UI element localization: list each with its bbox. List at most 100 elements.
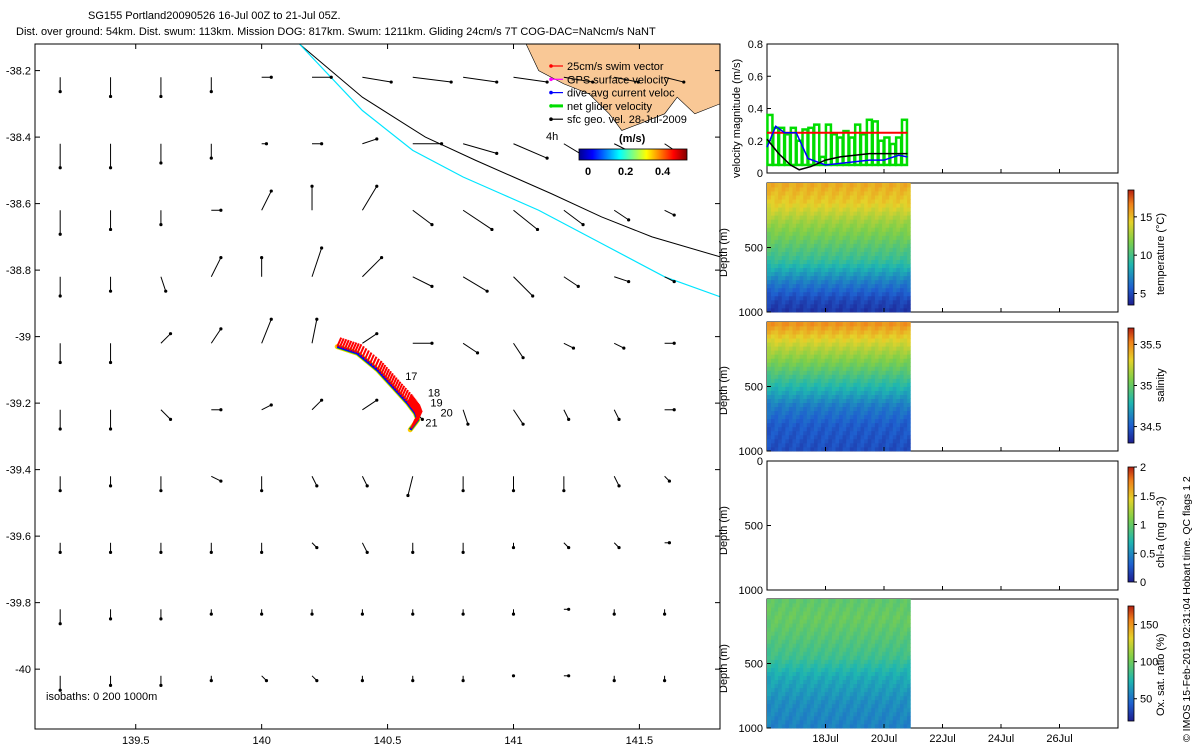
heatmap-cell <box>842 243 847 248</box>
current-vector-head <box>360 678 364 683</box>
heatmap-cell <box>767 199 771 204</box>
heatmap-cell <box>888 406 893 412</box>
heatmap-cell <box>820 418 825 424</box>
heatmap-cell <box>827 295 832 301</box>
swim-vector <box>412 401 419 412</box>
heatmap-cell <box>802 291 807 297</box>
heatmap-cell <box>813 334 818 339</box>
heatmap-cell <box>860 434 865 440</box>
heatmap-cell <box>899 711 904 717</box>
heatmap-cell <box>860 195 865 200</box>
heatmap-cell <box>888 354 893 359</box>
heatmap-cell <box>856 603 861 608</box>
heatmap-cell <box>802 342 807 347</box>
heatmap-cell <box>799 711 804 717</box>
heatmap-cell <box>799 603 804 608</box>
heatmap-cell <box>878 346 883 351</box>
heatmap-cell <box>845 390 850 395</box>
heatmap-cell <box>788 446 793 452</box>
heatmap-cell <box>845 422 850 428</box>
heatmap-cell <box>895 615 900 620</box>
heatmap-cell <box>813 623 818 628</box>
heatmap-cell <box>860 691 865 697</box>
current-vector-head <box>315 545 319 550</box>
heatmap-cell <box>849 434 854 440</box>
heatmap-cell <box>831 635 836 640</box>
heatmap-cell <box>802 422 807 428</box>
heatmap-cell <box>799 699 804 705</box>
heatmap-cell <box>784 346 789 351</box>
heatmap-cell <box>831 651 836 656</box>
heatmap-cell <box>831 366 836 371</box>
heatmap-cell <box>806 422 811 428</box>
heatmap-cell <box>802 402 807 408</box>
heatmap-cell <box>881 695 886 701</box>
heatmap-cell <box>809 199 814 204</box>
heatmap-cell <box>863 358 868 363</box>
heatmap-cell <box>863 307 868 313</box>
title-line-2: Dist. over ground: 54km. Dist. swum: 113… <box>16 26 656 38</box>
heatmap-cell <box>806 334 811 339</box>
heatmap-cell <box>781 370 786 375</box>
heatmap-cell <box>788 422 793 428</box>
map-ytick-label: -39.6 <box>6 531 31 543</box>
heatmap-cell <box>820 394 825 399</box>
heatmap-cell <box>788 663 793 668</box>
heatmap-cell <box>774 647 779 652</box>
heatmap-cell <box>838 663 843 668</box>
heatmap-cell <box>838 211 843 216</box>
heatmap-cell <box>867 430 872 436</box>
heatmap-cell <box>835 647 840 652</box>
heatmap-cell <box>867 239 872 244</box>
heatmap-cell <box>878 394 883 399</box>
heatmap-cell <box>781 259 786 265</box>
heatmap-cell <box>784 671 789 676</box>
current-vector-head <box>475 351 480 355</box>
heatmap-cell <box>903 627 908 632</box>
heatmap-cell <box>867 346 872 351</box>
heatmap-cell <box>799 691 804 697</box>
heatmap-cell <box>856 354 861 359</box>
heatmap-cell <box>799 251 804 256</box>
heatmap-cell <box>809 243 814 248</box>
heatmap-cell <box>799 358 804 363</box>
heatmap-cell <box>835 446 840 452</box>
heatmap-cell <box>784 394 789 399</box>
heatmap-cell <box>903 271 908 277</box>
heatmap-cell <box>881 603 886 608</box>
heatmap-cell <box>777 623 782 628</box>
heatmap-cell <box>835 263 840 269</box>
heatmap-cell <box>895 599 900 604</box>
heatmap-cell <box>817 398 822 404</box>
heatmap-cell <box>838 386 843 391</box>
heatmap-cell <box>906 643 911 648</box>
heatmap-cell <box>813 619 818 624</box>
heatmap-cell <box>870 663 875 668</box>
heatmap-cell <box>781 683 786 689</box>
heatmap-cell <box>895 723 900 729</box>
heatmap-cell <box>849 611 854 616</box>
heatmap-cell <box>777 366 782 371</box>
heatmap-cell <box>799 275 804 281</box>
heatmap-cell <box>784 663 789 668</box>
heatmap-cell <box>852 231 857 236</box>
current-vector-head <box>411 612 415 616</box>
heatmap-cell <box>802 434 807 440</box>
heatmap-cell <box>856 187 861 192</box>
legend-label-4: sfc geo. vel. 28-Jul-2009 <box>567 114 687 126</box>
heatmap-cell <box>892 627 897 632</box>
heatmap-cell <box>777 410 782 416</box>
heatmap-cell <box>767 394 771 399</box>
heatmap-cell <box>831 619 836 624</box>
heatmap-cell <box>860 255 865 260</box>
heatmap-cell <box>856 275 861 281</box>
heatmap-cell <box>838 691 843 697</box>
heatmap-cell <box>806 394 811 399</box>
heatmap-cell <box>849 291 854 297</box>
heatmap-cell <box>809 247 814 252</box>
heatmap-cell <box>824 414 829 420</box>
heatmap-cell <box>784 691 789 697</box>
heatmap-cell <box>867 263 872 269</box>
heatmap-cell <box>777 334 782 339</box>
heatmap-cell <box>799 438 804 444</box>
